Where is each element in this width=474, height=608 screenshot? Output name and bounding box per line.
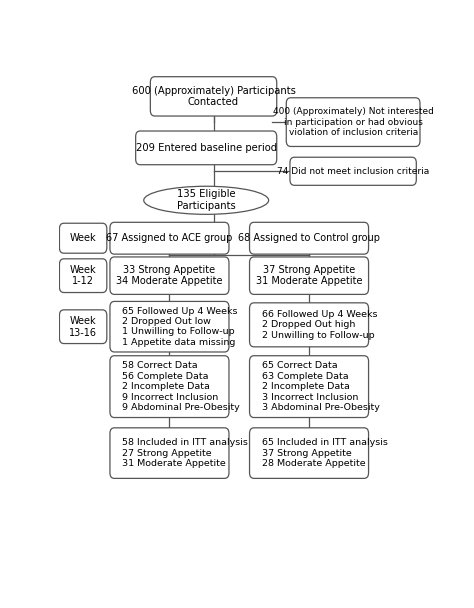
FancyBboxPatch shape bbox=[110, 257, 229, 294]
Text: 58 Correct Data
56 Complete Data
2 Incomplete Data
9 Incorrect Inclusion
9 Abdom: 58 Correct Data 56 Complete Data 2 Incom… bbox=[122, 361, 240, 412]
Text: 65 Followed Up 4 Weeks
2 Dropped Out low
1 Unwilling to Follow-up
1 Appetite dat: 65 Followed Up 4 Weeks 2 Dropped Out low… bbox=[122, 306, 238, 347]
FancyBboxPatch shape bbox=[136, 131, 277, 165]
Text: 74 Did not meet inclusion criteria: 74 Did not meet inclusion criteria bbox=[277, 167, 429, 176]
FancyBboxPatch shape bbox=[110, 223, 229, 254]
FancyBboxPatch shape bbox=[286, 98, 420, 147]
FancyBboxPatch shape bbox=[249, 223, 369, 254]
FancyBboxPatch shape bbox=[150, 77, 277, 116]
Text: Week
1-12: Week 1-12 bbox=[70, 265, 96, 286]
Text: 209 Entered baseline period: 209 Entered baseline period bbox=[136, 143, 277, 153]
Text: 33 Strong Appetite
34 Moderate Appetite: 33 Strong Appetite 34 Moderate Appetite bbox=[116, 265, 223, 286]
Ellipse shape bbox=[144, 186, 269, 215]
FancyBboxPatch shape bbox=[59, 310, 107, 344]
Text: 68 Assigned to Control group: 68 Assigned to Control group bbox=[238, 233, 380, 243]
FancyBboxPatch shape bbox=[249, 428, 369, 478]
FancyBboxPatch shape bbox=[110, 356, 229, 418]
Text: 37 Strong Appetite
31 Moderate Appetite: 37 Strong Appetite 31 Moderate Appetite bbox=[256, 265, 362, 286]
FancyBboxPatch shape bbox=[59, 259, 107, 292]
FancyBboxPatch shape bbox=[110, 428, 229, 478]
FancyBboxPatch shape bbox=[249, 303, 369, 347]
FancyBboxPatch shape bbox=[110, 302, 229, 352]
FancyBboxPatch shape bbox=[249, 257, 369, 294]
Text: 65 Correct Data
63 Complete Data
2 Incomplete Data
3 Incorrect Inclusion
3 Abdom: 65 Correct Data 63 Complete Data 2 Incom… bbox=[262, 361, 380, 412]
Text: 400 (Approximately) Not interested
in participation or had obvious
violation of : 400 (Approximately) Not interested in pa… bbox=[273, 107, 434, 137]
Text: 600 (Approximately) Participants
Contacted: 600 (Approximately) Participants Contact… bbox=[132, 86, 295, 107]
Text: 67 Assigned to ACE group: 67 Assigned to ACE group bbox=[106, 233, 233, 243]
Text: 66 Followed Up 4 Weeks
2 Dropped Out high
2 Unwilling to Follow-up: 66 Followed Up 4 Weeks 2 Dropped Out hig… bbox=[262, 310, 377, 340]
Text: Week: Week bbox=[70, 233, 96, 243]
Text: 65 Included in ITT analysis
37 Strong Appetite
28 Moderate Appetite: 65 Included in ITT analysis 37 Strong Ap… bbox=[262, 438, 388, 468]
Text: 135 Eligible
Participants: 135 Eligible Participants bbox=[177, 190, 236, 211]
Text: Week
13-16: Week 13-16 bbox=[69, 316, 97, 337]
FancyBboxPatch shape bbox=[59, 223, 107, 253]
FancyBboxPatch shape bbox=[290, 157, 416, 185]
Text: 58 Included in ITT analysis
27 Strong Appetite
31 Moderate Appetite: 58 Included in ITT analysis 27 Strong Ap… bbox=[122, 438, 248, 468]
FancyBboxPatch shape bbox=[249, 356, 369, 418]
